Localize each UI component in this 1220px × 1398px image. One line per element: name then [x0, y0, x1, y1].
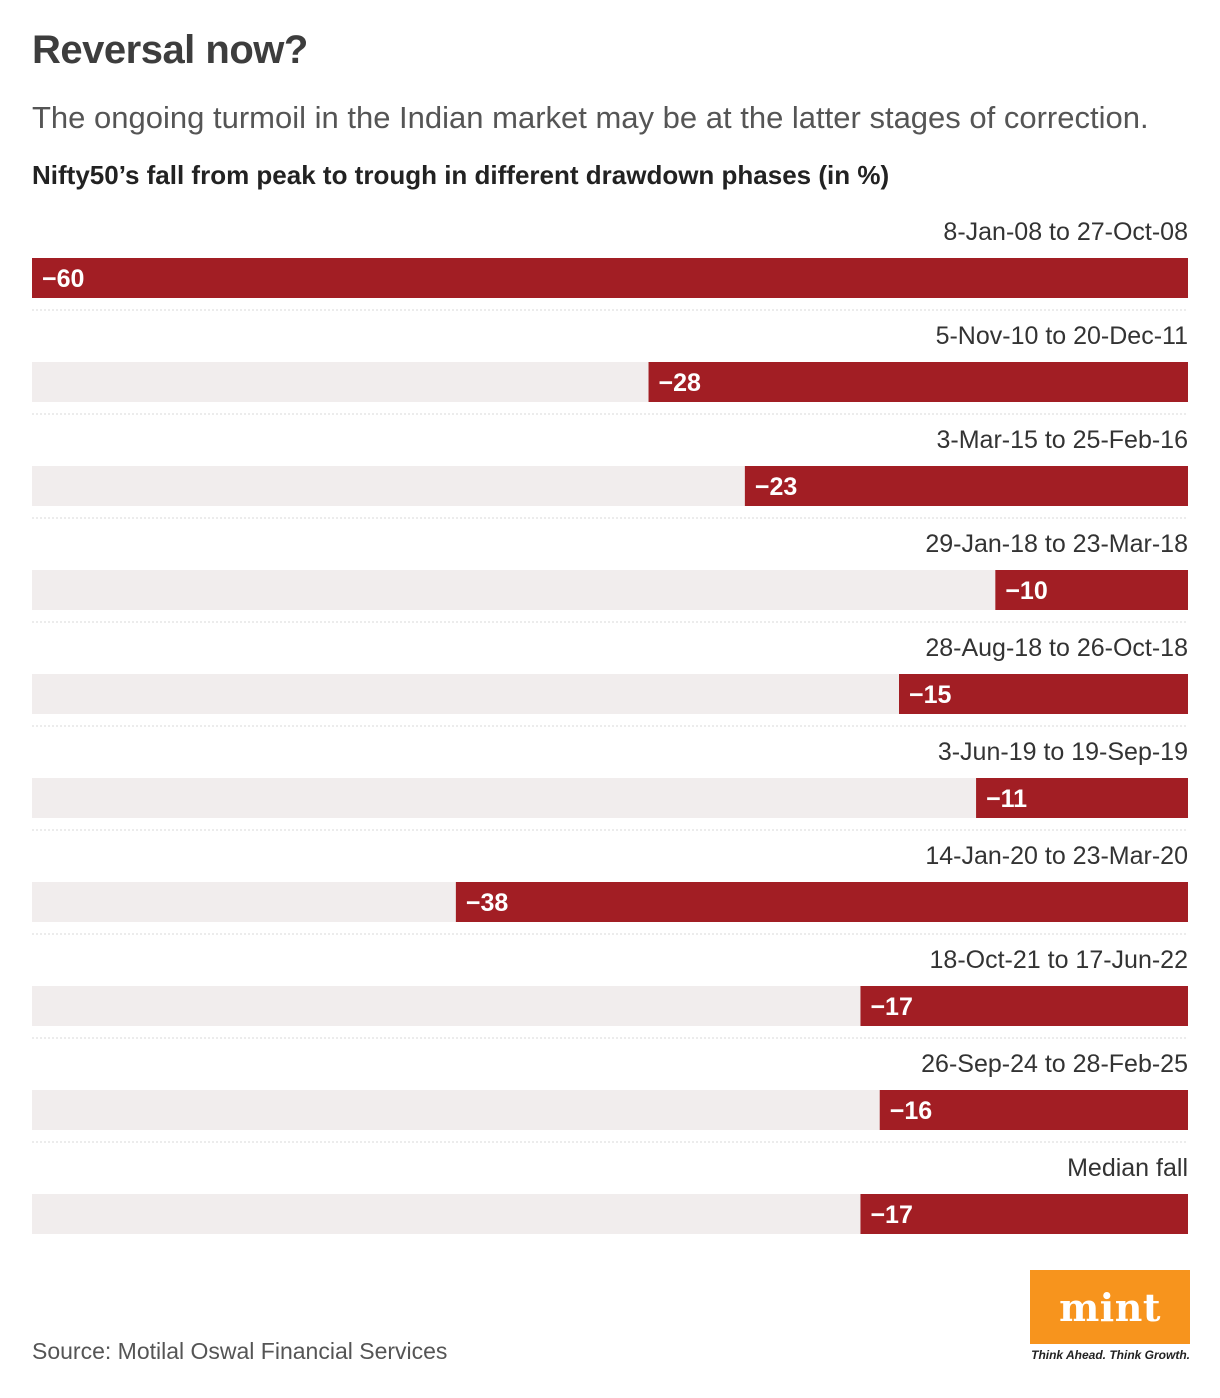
- bar-row: 8-Jan-08 to 27-Oct-08 −60: [32, 218, 1188, 311]
- value-label: −38: [466, 889, 509, 917]
- bar: [899, 674, 1188, 714]
- bar: [455, 882, 1188, 922]
- bar: [32, 258, 1188, 298]
- bar: [744, 466, 1188, 506]
- value-label: −60: [42, 265, 84, 293]
- category-label: 26-Sep-24 to 28-Feb-25: [921, 1050, 1188, 1078]
- bar-row: 14-Jan-20 to 23-Mar-20 −38: [32, 842, 1188, 935]
- value-label: −15: [909, 681, 952, 709]
- bar-row: 3-Jun-19 to 19-Sep-19 −11: [32, 738, 1188, 831]
- bar: [995, 570, 1188, 610]
- chart-title: Nifty50’s fall from peak to trough in di…: [32, 160, 890, 190]
- mint-logo: mint: [1030, 1270, 1190, 1344]
- bar-row: 5-Nov-10 to 20-Dec-11 −28: [32, 322, 1188, 415]
- value-label: −28: [659, 369, 702, 397]
- category-label: 29-Jan-18 to 23-Mar-18: [925, 530, 1188, 558]
- bar: [648, 362, 1188, 402]
- bar-row: 26-Sep-24 to 28-Feb-25 −16: [32, 1050, 1188, 1143]
- category-label: 3-Jun-19 to 19-Sep-19: [938, 738, 1188, 766]
- value-label: −23: [755, 473, 797, 501]
- value-label: −17: [870, 1201, 912, 1229]
- bar-chart: 8-Jan-08 to 27-Oct-08 −60 5-Nov-10 to 20-D…: [32, 218, 1188, 1234]
- page-title: Reversal now?: [32, 28, 308, 72]
- bar-row: 3-Mar-15 to 25-Feb-16 −23: [32, 426, 1188, 519]
- value-label: −17: [870, 993, 912, 1021]
- category-label: 5-Nov-10 to 20-Dec-11: [936, 322, 1188, 350]
- logo-wordmark: mint: [1059, 1284, 1161, 1330]
- bar-row: 18-Oct-21 to 17-Jun-22 −17: [32, 946, 1188, 1039]
- bar-row: 29-Jan-18 to 23-Mar-18 −10: [32, 530, 1188, 623]
- bar: [860, 1194, 1188, 1234]
- bar: [860, 986, 1188, 1026]
- category-label: Median fall: [1067, 1154, 1188, 1182]
- category-label: 28-Aug-18 to 26-Oct-18: [925, 634, 1188, 662]
- page-subtitle: The ongoing turmoil in the Indian market…: [32, 100, 1149, 135]
- bar: [976, 778, 1188, 818]
- category-label: 8-Jan-08 to 27-Oct-08: [943, 218, 1188, 246]
- value-label: −16: [890, 1097, 932, 1125]
- source-note: Source: Motilal Oswal Financial Services: [32, 1338, 448, 1364]
- bar-row: 28-Aug-18 to 26-Oct-18 −15: [32, 634, 1188, 727]
- category-label: 14-Jan-20 to 23-Mar-20: [925, 842, 1188, 870]
- logo-tagline: Think Ahead. Think Growth.: [1031, 1348, 1190, 1362]
- category-label: 3-Mar-15 to 25-Feb-16: [936, 426, 1188, 454]
- bar: [879, 1090, 1188, 1130]
- category-label: 18-Oct-21 to 17-Jun-22: [930, 946, 1188, 974]
- value-label: −10: [1005, 577, 1047, 605]
- value-label: −11: [986, 785, 1027, 813]
- bar-row: Median fall −17: [32, 1154, 1188, 1234]
